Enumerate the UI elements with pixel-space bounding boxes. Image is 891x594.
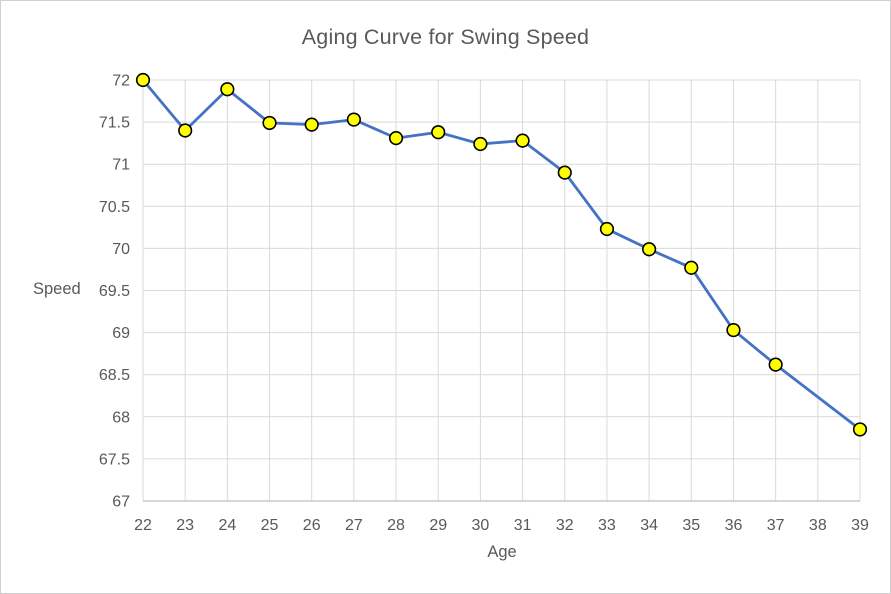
data-point-age-25[interactable] <box>262 115 277 131</box>
y-axis-title: Speed <box>33 280 81 298</box>
x-tick-label-25: 25 <box>261 517 279 534</box>
data-point-age-23[interactable] <box>178 123 193 138</box>
y-tick-label-69.5: 69.5 <box>99 283 130 300</box>
data-point-age-28[interactable] <box>388 130 404 146</box>
y-tick-label-67: 67 <box>112 494 130 511</box>
data-point-age-27[interactable] <box>346 112 361 127</box>
data-point-age-26[interactable] <box>304 117 319 132</box>
x-tick-label-30: 30 <box>472 517 490 534</box>
x-tick-label-29: 29 <box>429 517 447 534</box>
x-tick-label-23: 23 <box>176 517 194 534</box>
x-tick-label-37: 37 <box>767 517 785 534</box>
y-tick-label-70.5: 70.5 <box>99 199 130 216</box>
data-point-age-39[interactable] <box>852 422 868 437</box>
data-point-age-24[interactable] <box>220 82 235 97</box>
data-point-age-34[interactable] <box>642 242 657 257</box>
y-tick-label-71: 71 <box>112 157 130 174</box>
x-tick-label-39: 39 <box>851 517 869 534</box>
x-tick-label-31: 31 <box>514 517 532 534</box>
x-tick-label-36: 36 <box>725 517 743 534</box>
data-point-age-36[interactable] <box>726 322 741 338</box>
x-tick-label-35: 35 <box>682 517 700 534</box>
data-point-age-31[interactable] <box>515 133 530 148</box>
data-point-age-32[interactable] <box>557 165 572 180</box>
y-tick-label-69: 69 <box>112 325 130 342</box>
data-point-age-33[interactable] <box>599 221 615 237</box>
data-point-age-35[interactable] <box>684 260 699 275</box>
y-tick-label-72: 72 <box>112 73 130 90</box>
x-tick-label-24: 24 <box>218 517 236 534</box>
data-point-age-29[interactable] <box>431 125 446 140</box>
x-tick-label-22: 22 <box>134 517 152 534</box>
data-point-age-22[interactable] <box>135 72 151 88</box>
x-tick-label-32: 32 <box>556 517 574 534</box>
y-tick-label-71.5: 71.5 <box>99 115 130 132</box>
data-point-age-37[interactable] <box>768 357 783 372</box>
y-tick-label-67.5: 67.5 <box>99 451 130 468</box>
y-tick-label-70: 70 <box>112 241 130 258</box>
data-point-age-30[interactable] <box>473 136 488 152</box>
chart-title: Aging Curve for Swing Speed <box>301 25 590 49</box>
x-tick-label-34: 34 <box>640 517 658 534</box>
y-tick-label-68.5: 68.5 <box>99 367 130 384</box>
x-axis-title: Age <box>487 543 517 561</box>
x-tick-label-27: 27 <box>345 517 363 534</box>
x-tick-label-38: 38 <box>809 517 827 534</box>
y-tick-label-68: 68 <box>112 409 130 426</box>
x-tick-label-28: 28 <box>387 517 405 534</box>
x-tick-label-33: 33 <box>598 517 616 534</box>
x-tick-label-26: 26 <box>303 517 321 534</box>
